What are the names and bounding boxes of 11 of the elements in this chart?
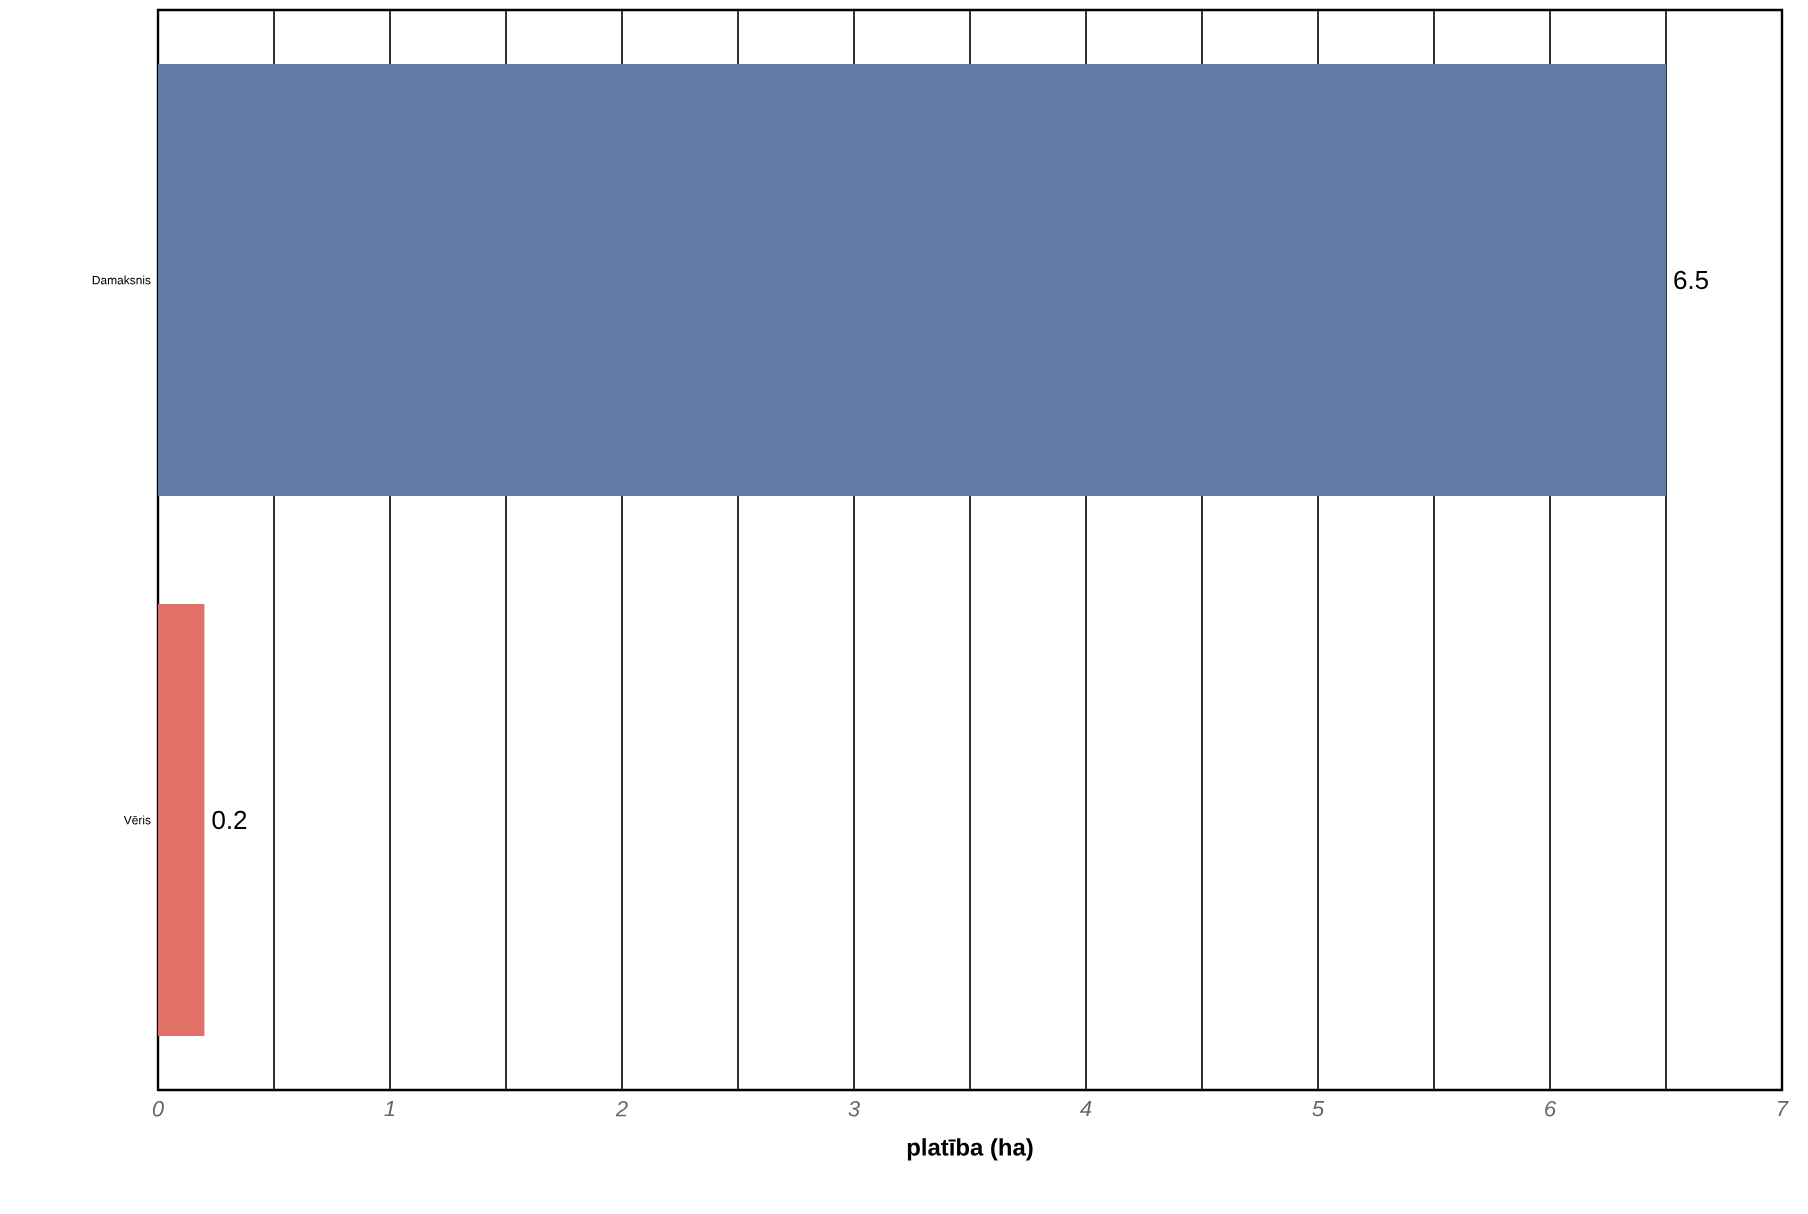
x-tick-label: 3 <box>848 1101 860 1117</box>
data-label: 6.5 <box>1674 270 1708 290</box>
x-axis-title: platība (ha) <box>907 1138 1033 1161</box>
x-tick-label: 7 <box>1778 1101 1789 1117</box>
x-tick-label: 6 <box>1545 1101 1557 1117</box>
x-tick-label: 5 <box>1312 1101 1325 1117</box>
x-tick-label: 1 <box>384 1101 395 1117</box>
data-label: 0.2 <box>212 810 247 830</box>
x-tick-label: 4 <box>1080 1101 1092 1117</box>
x-tick-label: 0 <box>152 1101 164 1117</box>
x-tick-label: 2 <box>615 1101 628 1117</box>
